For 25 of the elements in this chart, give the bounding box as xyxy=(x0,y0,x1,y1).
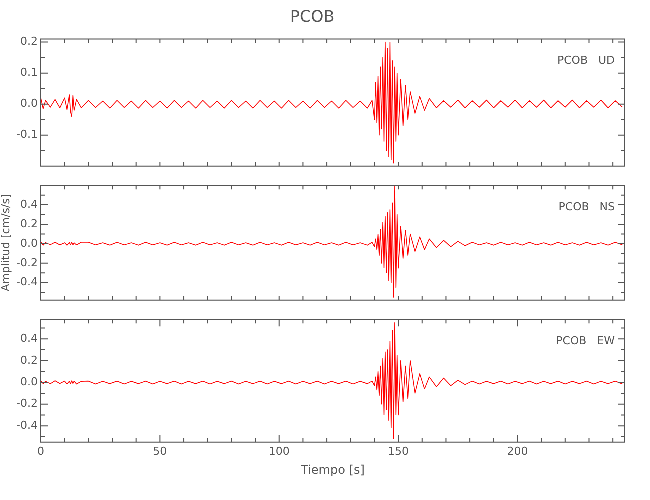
annotation: PCOB EW xyxy=(556,334,616,348)
x-tick-label: 150 xyxy=(388,444,410,458)
y-tick-label: 0.2 xyxy=(20,217,38,230)
y-tick-label: 0.0 xyxy=(20,375,38,388)
y-tick-label: 0.2 xyxy=(20,354,38,367)
annotation: PCOB NS xyxy=(558,200,615,214)
y-tick-label: 0.1 xyxy=(20,66,38,80)
y-tick-label: -0.2 xyxy=(16,397,38,410)
y-tick-label: -0.2 xyxy=(16,256,38,270)
y-tick-label: 0.4 xyxy=(20,332,38,346)
x-tick-label: 100 xyxy=(268,444,290,458)
y-tick-label: -0.4 xyxy=(16,418,38,432)
y-axis-title: Amplitud [cm/s/s] xyxy=(0,194,12,292)
chart-title: PCOB xyxy=(290,6,335,26)
y-tick-label: 0.4 xyxy=(20,198,38,211)
y-tick-label: 0.2 xyxy=(20,35,38,48)
x-axis-title: Tiempo [s] xyxy=(300,462,365,477)
y-tick-label: 0.0 xyxy=(20,236,38,250)
y-tick-label: -0.1 xyxy=(16,128,38,142)
x-tick-label: 200 xyxy=(507,444,528,458)
y-tick-label: -0.4 xyxy=(16,276,38,289)
y-tick-label: 0.0 xyxy=(20,97,38,110)
x-tick-label: 0 xyxy=(38,444,44,458)
x-tick-label: 50 xyxy=(153,444,168,458)
annotation: PCOB UD xyxy=(557,54,615,68)
